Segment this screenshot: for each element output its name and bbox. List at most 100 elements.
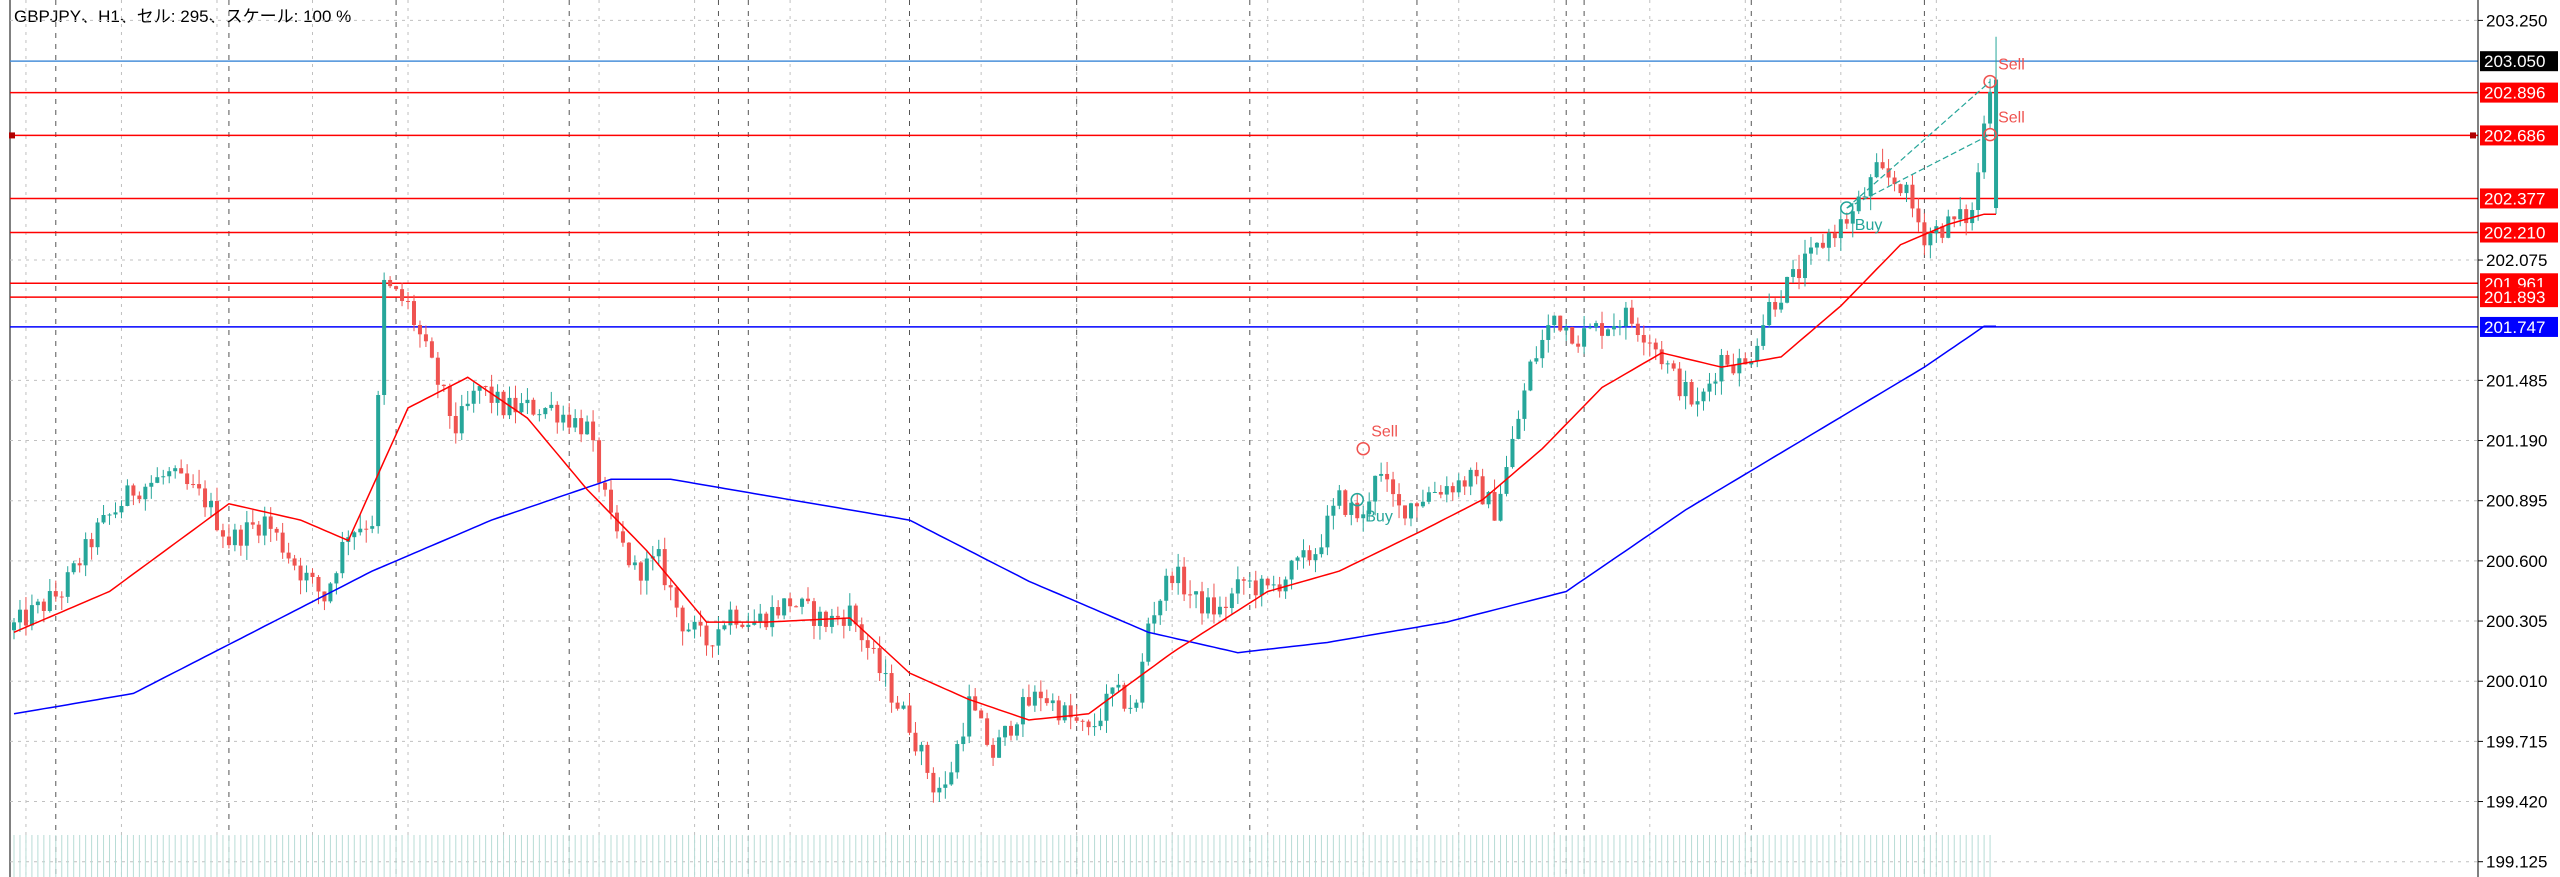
candle-body (573, 418, 578, 428)
candle-body (1946, 216, 1951, 238)
candle-body (1832, 232, 1837, 239)
price-levels[interactable] (9, 60, 2478, 328)
candle-body (1241, 579, 1246, 581)
price-tag (2480, 125, 2558, 146)
candle-body (937, 787, 942, 793)
candle-body (1659, 349, 1664, 365)
candle-body (716, 629, 721, 646)
candle-body (1916, 208, 1921, 223)
candle-body (1564, 326, 1569, 331)
candle-body (1373, 475, 1378, 502)
sell-label: Sell (1371, 424, 1398, 441)
price-tag-label: 202.377 (2484, 189, 2545, 208)
candle-body (286, 552, 291, 559)
sell-marker (1356, 441, 1370, 456)
candle-body (1450, 486, 1455, 493)
candle-body (925, 744, 930, 773)
candle-body (137, 495, 142, 500)
price-tag-label: 202.686 (2484, 126, 2545, 145)
candle-body (722, 625, 727, 630)
candle-body (1898, 184, 1903, 194)
price-tag (2480, 82, 2558, 103)
candle-body (47, 591, 52, 611)
candle-body (877, 648, 882, 674)
candle-body (847, 605, 852, 626)
candle-body (829, 615, 834, 627)
candle-body (107, 514, 112, 516)
candle-body (1773, 301, 1778, 310)
candle-body (1062, 705, 1067, 721)
candle-body (143, 486, 148, 500)
price-tag (2480, 188, 2558, 209)
candle-body (1420, 501, 1425, 507)
candle-body (1605, 329, 1610, 336)
line-handle-right (2470, 132, 2476, 139)
candle-body (370, 526, 375, 529)
candle-body (662, 549, 667, 586)
candle-body (1856, 196, 1861, 212)
candle-body (358, 528, 363, 533)
candle-body (214, 501, 219, 531)
candle-body (1110, 687, 1115, 694)
candle-body (465, 403, 470, 407)
candle-body (340, 541, 345, 574)
candle-body (471, 390, 476, 404)
candle-body (1713, 381, 1718, 384)
candle-body (400, 289, 405, 301)
candle-body (316, 576, 321, 592)
candle-body (441, 384, 446, 387)
candle-body (1528, 361, 1533, 391)
candle-body (1844, 219, 1849, 224)
price-tag-label: 202.210 (2484, 224, 2545, 243)
candle-body (119, 505, 124, 513)
candle-body (1558, 315, 1563, 331)
candle-body (1080, 720, 1085, 722)
candle-body (173, 468, 178, 472)
candle-body (626, 542, 631, 566)
axis-tick-label: 201.190 (2486, 432, 2547, 451)
candle-body (668, 585, 673, 588)
candle-body (1235, 579, 1240, 594)
candle-body (203, 488, 208, 508)
candle-body (1701, 391, 1706, 402)
candle-body (620, 531, 625, 543)
candle-body (1808, 247, 1813, 254)
candle-body (1838, 219, 1843, 239)
candle-body (1480, 476, 1485, 505)
candle-body (1641, 335, 1646, 343)
candle-body (1653, 342, 1658, 350)
candle-body (29, 605, 34, 626)
candle-body (244, 522, 249, 546)
candle-body (1206, 597, 1210, 614)
candle-body (1426, 492, 1431, 502)
candle-body (686, 629, 691, 632)
trade-markers: Sell Buy Buy Sell Sell (1350, 57, 2025, 526)
candle-body (1456, 480, 1461, 493)
candle-body (1749, 361, 1754, 365)
candle-body (740, 624, 745, 627)
candle-body (59, 596, 64, 598)
candle-body (1134, 702, 1139, 708)
candle-body (1570, 326, 1575, 344)
candle-body (1940, 226, 1945, 238)
candle-body (1116, 684, 1121, 688)
sell-marker (1983, 74, 1997, 89)
candle-body (1337, 490, 1342, 506)
line-handle-left (9, 132, 15, 139)
candle-body (1850, 211, 1855, 224)
candle-body (597, 440, 602, 483)
candle-body (1391, 479, 1396, 495)
candle-body (1146, 623, 1151, 662)
candle-body (692, 621, 697, 630)
candle-body (811, 601, 816, 626)
candle-body (1474, 469, 1479, 477)
candle-body (835, 615, 840, 618)
candle-body (901, 705, 906, 709)
candle-body (1892, 177, 1897, 185)
candle-body (95, 522, 100, 548)
candle-body (1223, 606, 1228, 609)
candle-body (65, 572, 70, 597)
candle-body (1576, 343, 1581, 347)
sell-label: Sell (1998, 57, 2025, 74)
